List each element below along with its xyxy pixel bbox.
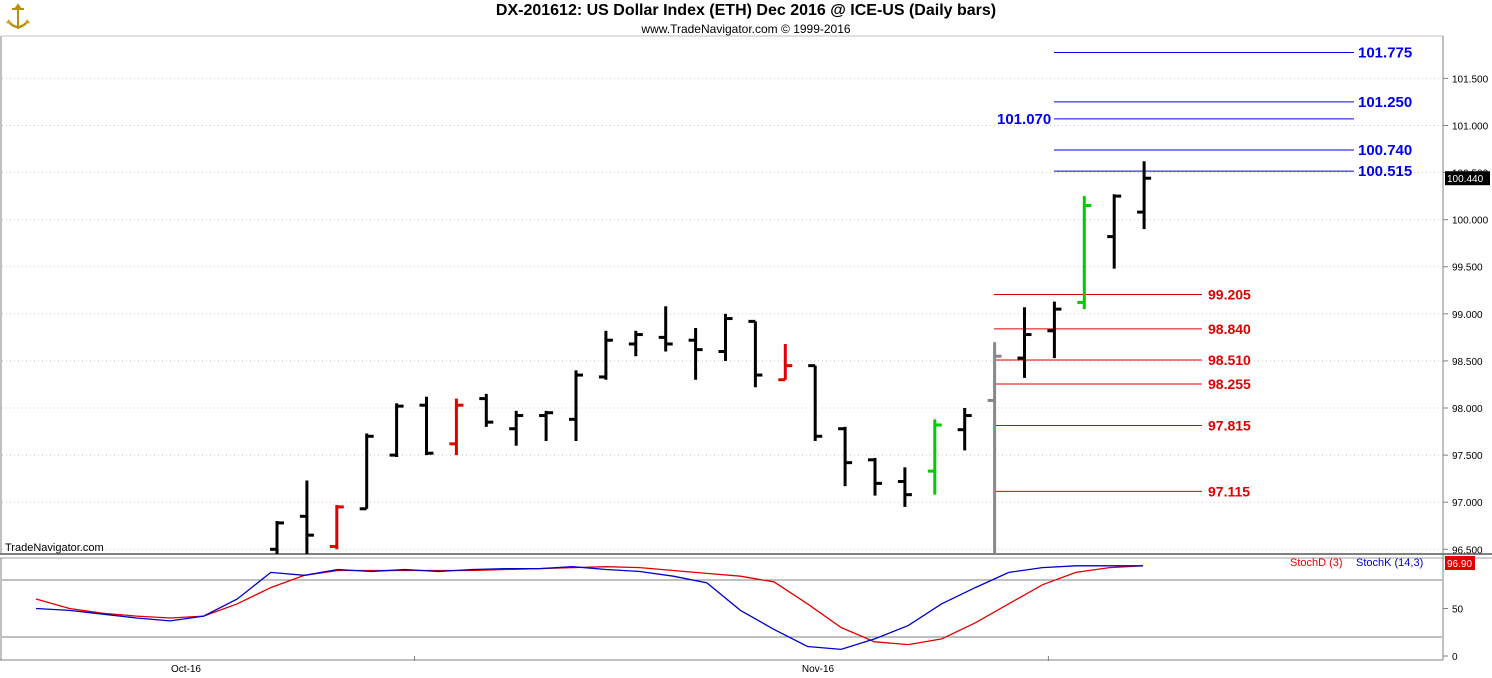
ohlc-bar (539, 410, 554, 441)
support-level-label: 97.815 (1208, 417, 1251, 433)
ohlc-bar (299, 480, 314, 554)
support-level-label: 97.115 (1208, 483, 1250, 499)
price-tick-label: 100.000 (1452, 216, 1489, 227)
ohlc-bar (957, 408, 972, 451)
stochastic-pane: 0 50 StochD (3) StochK (14,3) 96.90 (2, 556, 1475, 663)
resistance-level-label: 100.740 (1358, 142, 1412, 159)
ohlc-bar (987, 342, 1002, 554)
ohlc-bar (1077, 196, 1092, 310)
resistance-level-label: 101.250 (1358, 94, 1412, 111)
chart-subtitle: www.TradeNavigator.com © 1999-2016 (641, 22, 851, 36)
ohlc-bar (270, 521, 284, 554)
ohlc-bar (838, 426, 853, 487)
ohlc-bar (808, 364, 823, 441)
price-gridlines (2, 77, 1442, 550)
price-levels: 101.775 101.250 101.070 100.740 100.515 99.20… (994, 44, 1412, 499)
stoch-tick-label: 0 (1452, 652, 1458, 663)
resistance-level-label: 100.515 (1358, 163, 1412, 180)
ohlc-bar (598, 330, 613, 380)
price-tick-label: 99.000 (1452, 310, 1483, 321)
support-level-label: 98.510 (1208, 352, 1251, 368)
last-price-tag: 100.440 (1445, 171, 1490, 186)
price-tick-label: 97.500 (1452, 451, 1483, 462)
resistance-level-label: 101.775 (1358, 44, 1412, 61)
ohlc-bar (569, 370, 583, 441)
ohlc-bar (688, 327, 703, 380)
ohlc-bar (868, 457, 882, 496)
ohlc-bar (509, 410, 524, 446)
ohlc-bar (658, 306, 673, 352)
stoch-k-legend: StochK (14,3) (1356, 557, 1423, 569)
stoch-d-line (35, 565, 1144, 646)
ohlc-bar (419, 396, 434, 456)
ohlc-bar (479, 393, 494, 427)
ohlc-bar (1137, 161, 1152, 230)
price-tick-label: 101.000 (1452, 121, 1489, 132)
date-tick-label: Nov-16 (802, 664, 835, 675)
ohlc-bar (778, 343, 793, 382)
stoch-tick-label: 50 (1452, 605, 1464, 616)
date-tick-label: Oct-16 (171, 664, 201, 675)
price-tick-label: 101.500 (1452, 74, 1489, 85)
price-tick-label: 96.500 (1452, 545, 1483, 556)
price-axis: 96.500 97.000 97.500 98.000 98.500 99.000 99.5… (1443, 74, 1489, 556)
last-price-box (1445, 171, 1490, 186)
date-axis: Oct-16 Nov-16 (171, 656, 1049, 675)
ohlc-bar (628, 330, 643, 357)
support-level-label: 98.840 (1208, 321, 1251, 337)
price-tick-label: 98.500 (1452, 357, 1483, 368)
chart-title: DX-201612: US Dollar Index (ETH) Dec 201… (495, 2, 997, 19)
support-level-label: 99.205 (1208, 287, 1251, 303)
ohlc-bar (748, 319, 763, 388)
ohlc-bar (359, 433, 374, 511)
ohlc-bars (270, 161, 1152, 554)
ohlc-bar (329, 505, 344, 550)
last-price-label: 100.440 (1447, 174, 1484, 185)
price-tick-label: 97.000 (1452, 498, 1483, 509)
ohlc-bar (897, 467, 912, 507)
resistance-level-label: 101.070 (997, 111, 1051, 128)
price-pane-frame (0, 35, 1492, 661)
stoch-last-label: 96.90 (1447, 559, 1472, 570)
stoch-k-line (35, 565, 1143, 651)
stoch-last-box (1445, 556, 1475, 570)
price-tick-label: 99.500 (1452, 263, 1483, 274)
ohlc-bar (1107, 194, 1122, 269)
stoch-d-legend: StochD (3) (1290, 557, 1343, 569)
ohlc-bar (1017, 307, 1032, 378)
price-tick-label: 98.000 (1452, 404, 1483, 415)
ohlc-bar (927, 419, 942, 495)
ohlc-bar (1047, 301, 1062, 359)
ohlc-bar (718, 313, 733, 361)
watermark-text: TradeNavigator.com (5, 542, 104, 554)
support-level-label: 98.255 (1208, 376, 1251, 392)
ohlc-bar (389, 403, 404, 457)
trade-navigator-logo-icon (3, 3, 33, 33)
ohlc-bar (449, 398, 464, 456)
